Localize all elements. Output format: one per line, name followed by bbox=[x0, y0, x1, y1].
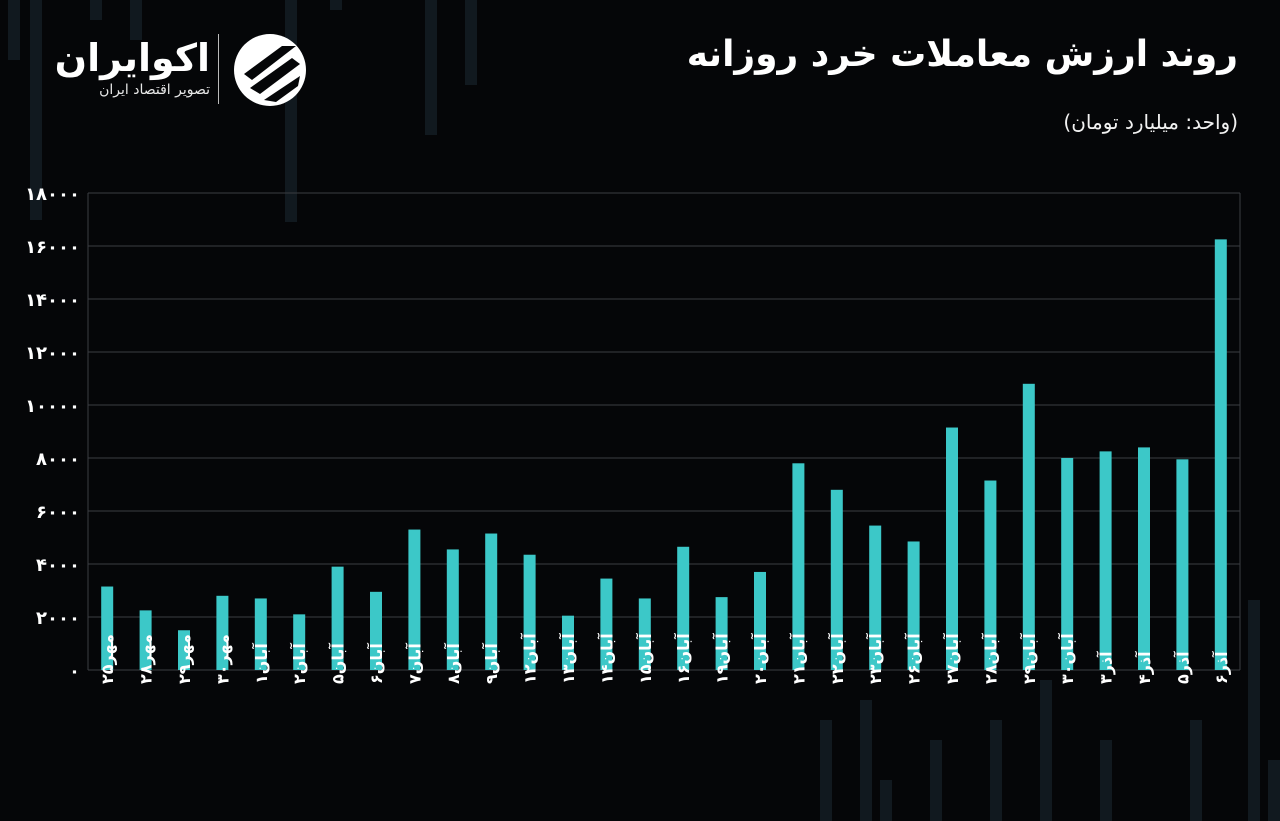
y-tick-label: ۰ bbox=[69, 661, 80, 682]
x-tick-label: مهر۲۹ bbox=[175, 634, 194, 684]
x-tick-label: آبان۶ bbox=[366, 643, 386, 684]
y-tick-label: ۱۸۰۰۰ bbox=[25, 184, 80, 205]
x-tick-label: آبان۲۰ bbox=[750, 633, 770, 684]
x-tick-label: آذر۵ bbox=[1172, 651, 1192, 684]
bar bbox=[562, 615, 574, 670]
x-tick-label: آبان۱ bbox=[251, 643, 271, 684]
x-tick-label: آبان۱۳ bbox=[558, 633, 578, 684]
bg-candle bbox=[1248, 600, 1260, 821]
x-tick-label: آذر۶ bbox=[1211, 651, 1231, 684]
bar bbox=[139, 610, 152, 670]
bar bbox=[216, 595, 229, 670]
bg-candle bbox=[990, 720, 1002, 821]
bg-candle bbox=[90, 0, 102, 20]
bg-candle bbox=[425, 0, 437, 135]
bar bbox=[523, 554, 536, 670]
x-tick-label: آبان۱۵ bbox=[635, 633, 655, 684]
x-tick-label: آبان۱۹ bbox=[712, 633, 732, 684]
bar bbox=[907, 541, 920, 670]
y-tick-label: ۱۴۰۰۰ bbox=[25, 290, 80, 311]
bg-candle bbox=[1268, 760, 1280, 821]
bar bbox=[754, 571, 766, 670]
x-tick-label: آبان۲ bbox=[289, 643, 309, 684]
bar bbox=[101, 586, 114, 670]
bar bbox=[869, 525, 882, 670]
logo-divider bbox=[218, 34, 219, 104]
bar bbox=[408, 529, 421, 670]
x-tick-label: آبان۲۱ bbox=[788, 633, 808, 684]
bg-candle bbox=[330, 0, 342, 10]
x-tick-label: آبان۷ bbox=[404, 643, 424, 684]
x-tick-label: آبان۲۷ bbox=[942, 633, 962, 684]
bg-candle bbox=[880, 780, 892, 821]
x-tick-label: آبان۸ bbox=[443, 643, 463, 684]
x-tick-label: آبان۹ bbox=[481, 643, 501, 684]
brand-name: اکوایران bbox=[54, 36, 210, 80]
bar bbox=[715, 597, 728, 670]
y-tick-label: ۴۰۰۰ bbox=[36, 555, 80, 576]
y-tick-label: ۱۰۰۰۰ bbox=[25, 396, 80, 417]
bg-candle bbox=[1190, 720, 1202, 821]
x-tick-label: مهر۳۰ bbox=[213, 634, 232, 684]
x-tick-label: آبان۱۲ bbox=[520, 633, 540, 684]
x-tick-label: آبان۱۶ bbox=[673, 633, 693, 684]
bar bbox=[293, 614, 306, 670]
bar bbox=[1214, 239, 1227, 670]
bar bbox=[1176, 459, 1189, 670]
x-tick-label: آبان۲۳ bbox=[865, 633, 885, 684]
bar bbox=[254, 598, 267, 670]
x-tick-label: آبان۳۰ bbox=[1057, 633, 1077, 684]
bar bbox=[485, 533, 498, 670]
bg-candle bbox=[1100, 740, 1112, 821]
bar bbox=[600, 578, 613, 670]
x-tick-label: مهر۲۸ bbox=[137, 634, 156, 684]
x-tick-label: آبان۲۶ bbox=[904, 633, 924, 684]
bg-candle bbox=[860, 700, 872, 821]
bar bbox=[1138, 447, 1150, 670]
bg-candle bbox=[30, 0, 42, 220]
chart-title: روند ارزش معاملات خرد روزانه bbox=[686, 34, 1238, 75]
unit-label: (واحد: میلیارد تومان) bbox=[1063, 110, 1238, 134]
y-tick-label: ۱۶۰۰۰ bbox=[25, 237, 80, 258]
x-tick-label: آذر۴ bbox=[1134, 651, 1154, 684]
bar bbox=[178, 630, 190, 670]
y-tick-label: ۶۰۰۰ bbox=[36, 502, 80, 523]
brand-tagline: تصویر اقتصاد ایران bbox=[99, 82, 210, 98]
x-tick-label: آذر۳ bbox=[1096, 651, 1116, 684]
bar bbox=[830, 489, 843, 670]
bar bbox=[677, 546, 690, 670]
bar bbox=[1099, 451, 1112, 670]
y-tick-label: ۱۲۰۰۰ bbox=[25, 343, 80, 364]
y-tick-label: ۲۰۰۰ bbox=[36, 608, 80, 629]
bg-candle bbox=[465, 0, 477, 85]
bar bbox=[446, 549, 459, 670]
x-tick-label: آبان۱۴ bbox=[596, 633, 616, 684]
x-tick-label: مهر۲۵ bbox=[98, 634, 117, 684]
bg-candle bbox=[130, 0, 142, 40]
bg-candle bbox=[930, 740, 942, 821]
bar bbox=[370, 591, 382, 670]
x-tick-label: آبان۲۲ bbox=[827, 633, 847, 684]
bar bbox=[792, 463, 805, 670]
bar bbox=[638, 598, 651, 670]
bg-candle bbox=[820, 720, 832, 821]
bar bbox=[1061, 458, 1074, 670]
bar bbox=[946, 427, 958, 670]
bar bbox=[984, 480, 997, 670]
bg-candle bbox=[1040, 680, 1052, 821]
ecoiran-logo: اکوایران تصویر اقتصاد ایران bbox=[50, 30, 320, 110]
y-tick-label: ۸۰۰۰ bbox=[36, 449, 80, 470]
x-tick-label: آبان۲۸ bbox=[980, 633, 1000, 684]
bar bbox=[1022, 383, 1035, 670]
bar bbox=[331, 566, 344, 670]
x-tick-label: آبان۲۹ bbox=[1019, 633, 1039, 684]
logo-mark-icon bbox=[234, 34, 306, 106]
x-tick-label: آبان۵ bbox=[328, 643, 348, 684]
bg-candle bbox=[8, 0, 20, 60]
